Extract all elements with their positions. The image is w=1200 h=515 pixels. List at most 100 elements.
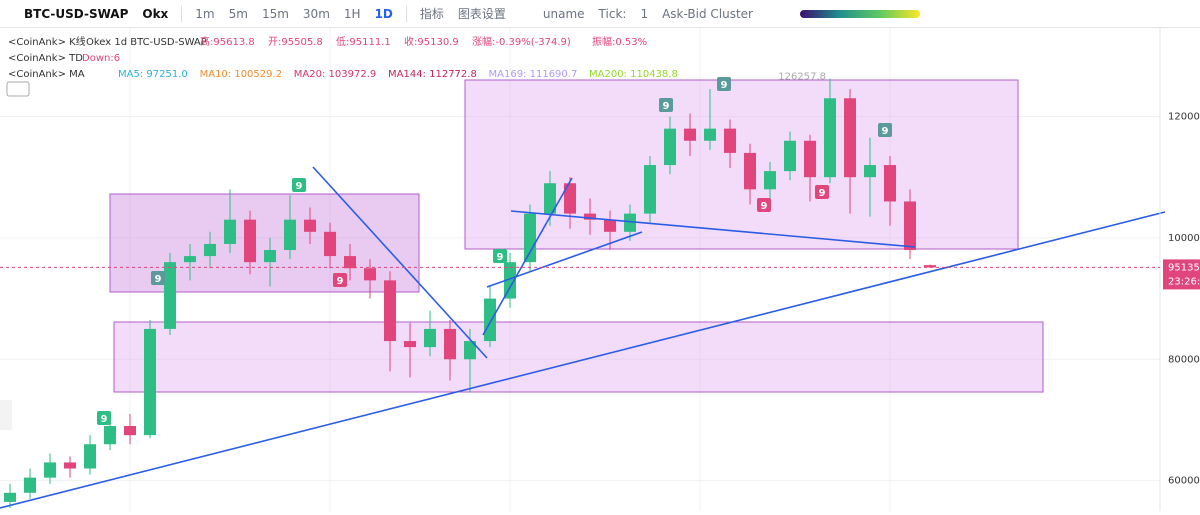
candle-body: [684, 128, 696, 141]
td-marker: [659, 98, 673, 112]
interval[interactable]: 5m: [228, 6, 248, 21]
td-marker-label: 9: [497, 252, 504, 263]
candle-body: [844, 98, 856, 178]
candle-body: [404, 341, 416, 348]
interval[interactable]: 1m: [195, 6, 215, 21]
candle-body: [424, 328, 436, 348]
candle-body: [804, 140, 816, 178]
candle-body: [444, 328, 456, 360]
legend-text: MA5: 97251.0: [118, 69, 188, 80]
candle-body: [384, 280, 396, 342]
legend-text: 振幅:0.53%: [592, 35, 647, 48]
y-tick-label: 120000: [1168, 111, 1200, 122]
legend-text: MA10: 100529.2: [200, 69, 282, 80]
candle-body: [4, 492, 16, 502]
legend-text: <CoinAnk> MA: [8, 69, 85, 80]
collapse-button[interactable]: [6, 81, 30, 97]
td-marker: [878, 123, 892, 137]
candle-body: [484, 298, 496, 342]
legend-text: 低:95111.1: [336, 35, 391, 48]
y-tick-label: 80000.: [1168, 354, 1200, 365]
interval[interactable]: 1H: [343, 6, 361, 21]
legend-text: 开:95505.8: [268, 37, 323, 48]
indicators[interactable]: 指标: [419, 7, 444, 21]
candle-body: [244, 219, 256, 263]
symbol[interactable]: BTC-USD-SWAP: [24, 6, 129, 21]
candle-body: [864, 165, 876, 178]
interval[interactable]: 30m: [302, 6, 330, 21]
td-marker-label: 9: [819, 188, 826, 199]
td-marker-label: 9: [155, 274, 162, 285]
td-marker-label: 9: [721, 80, 728, 91]
candle-body: [644, 165, 656, 214]
legend-text: <CoinAnk> TD: [8, 53, 83, 64]
tick-value[interactable]: 1: [640, 6, 649, 21]
candle-body: [664, 128, 676, 166]
legend-text: Okex 1d BTC-USD-SWAP: [86, 37, 207, 48]
candle-body: [604, 219, 616, 232]
td-marker: [292, 178, 306, 192]
candle-body: [904, 201, 916, 251]
candle-body: [524, 213, 536, 263]
legend-text: MA20: 103972.9: [294, 69, 376, 80]
candle-body: [924, 265, 936, 268]
candle-body: [584, 213, 596, 220]
exchange[interactable]: Okx: [142, 6, 169, 21]
candle-body: [744, 152, 756, 190]
high-label: 126257.8: [778, 72, 826, 83]
candle-body: [304, 219, 316, 232]
color-scale[interactable]: [799, 9, 920, 18]
candle-body: [84, 444, 96, 469]
td-marker: [97, 411, 111, 425]
legend-text: MA200: 110438.8: [589, 69, 678, 80]
settings[interactable]: 图表设置: [457, 7, 506, 21]
candle-body: [164, 262, 176, 329]
td-marker-label: 9: [296, 181, 303, 192]
legend-text: 收:95130.9: [404, 35, 459, 48]
interval[interactable]: 1D: [374, 6, 393, 21]
candle-body: [104, 426, 116, 445]
candle-body: [224, 219, 236, 244]
grid: [0, 28, 1160, 511]
zone-box: [464, 79, 1019, 250]
last-price-box: [1163, 259, 1200, 290]
candle-body: [264, 250, 276, 263]
td-marker-label: 9: [337, 276, 344, 287]
tick-label: Tick:: [598, 6, 627, 21]
interval[interactable]: 15m: [261, 6, 289, 21]
candle-body: [504, 262, 516, 299]
candle-body: [284, 219, 296, 251]
td-marker: [757, 198, 771, 212]
y-tick-label: 100000.: [1168, 233, 1200, 244]
candle-body: [144, 328, 156, 436]
separator: [181, 5, 183, 22]
chart: <CoinAnk> K线 Okex 1d BTC-USD-SWAP 高:9561…: [0, 28, 1200, 511]
td-marker: [493, 249, 507, 263]
legend-text: Down:6: [82, 53, 120, 64]
candle-body: [344, 256, 356, 269]
candle-body: [624, 213, 636, 232]
legend-text: MA144: 112772.8: [388, 69, 477, 80]
candle-body: [704, 128, 716, 141]
candle-body: [784, 140, 796, 172]
td-marker-label: 9: [882, 126, 889, 137]
candle-body: [764, 171, 776, 190]
candle-body: [724, 128, 736, 153]
candle-body: [24, 477, 36, 493]
td-marker: [333, 273, 347, 287]
td-marker-label: 9: [101, 414, 108, 425]
candle-body: [884, 165, 896, 202]
candle-body: [204, 243, 216, 257]
user[interactable]: uname: [542, 6, 585, 21]
side-handle[interactable]: [0, 400, 12, 430]
legend-text: MA169: 111690.7: [489, 69, 578, 80]
separator: [405, 5, 407, 22]
legend-text: 涨幅:-0.39%(-374.9): [472, 35, 571, 48]
toolbar: BTC-USD-SWAP Okx 1m 5m 15m 30m 1H 1D 指标 …: [0, 0, 1200, 28]
cluster[interactable]: Ask-Bid Cluster: [662, 6, 753, 21]
td-marker: [717, 77, 731, 91]
candle-body: [124, 426, 136, 436]
last-price-label: 95135: [1168, 262, 1200, 273]
candle-body: [364, 268, 376, 281]
